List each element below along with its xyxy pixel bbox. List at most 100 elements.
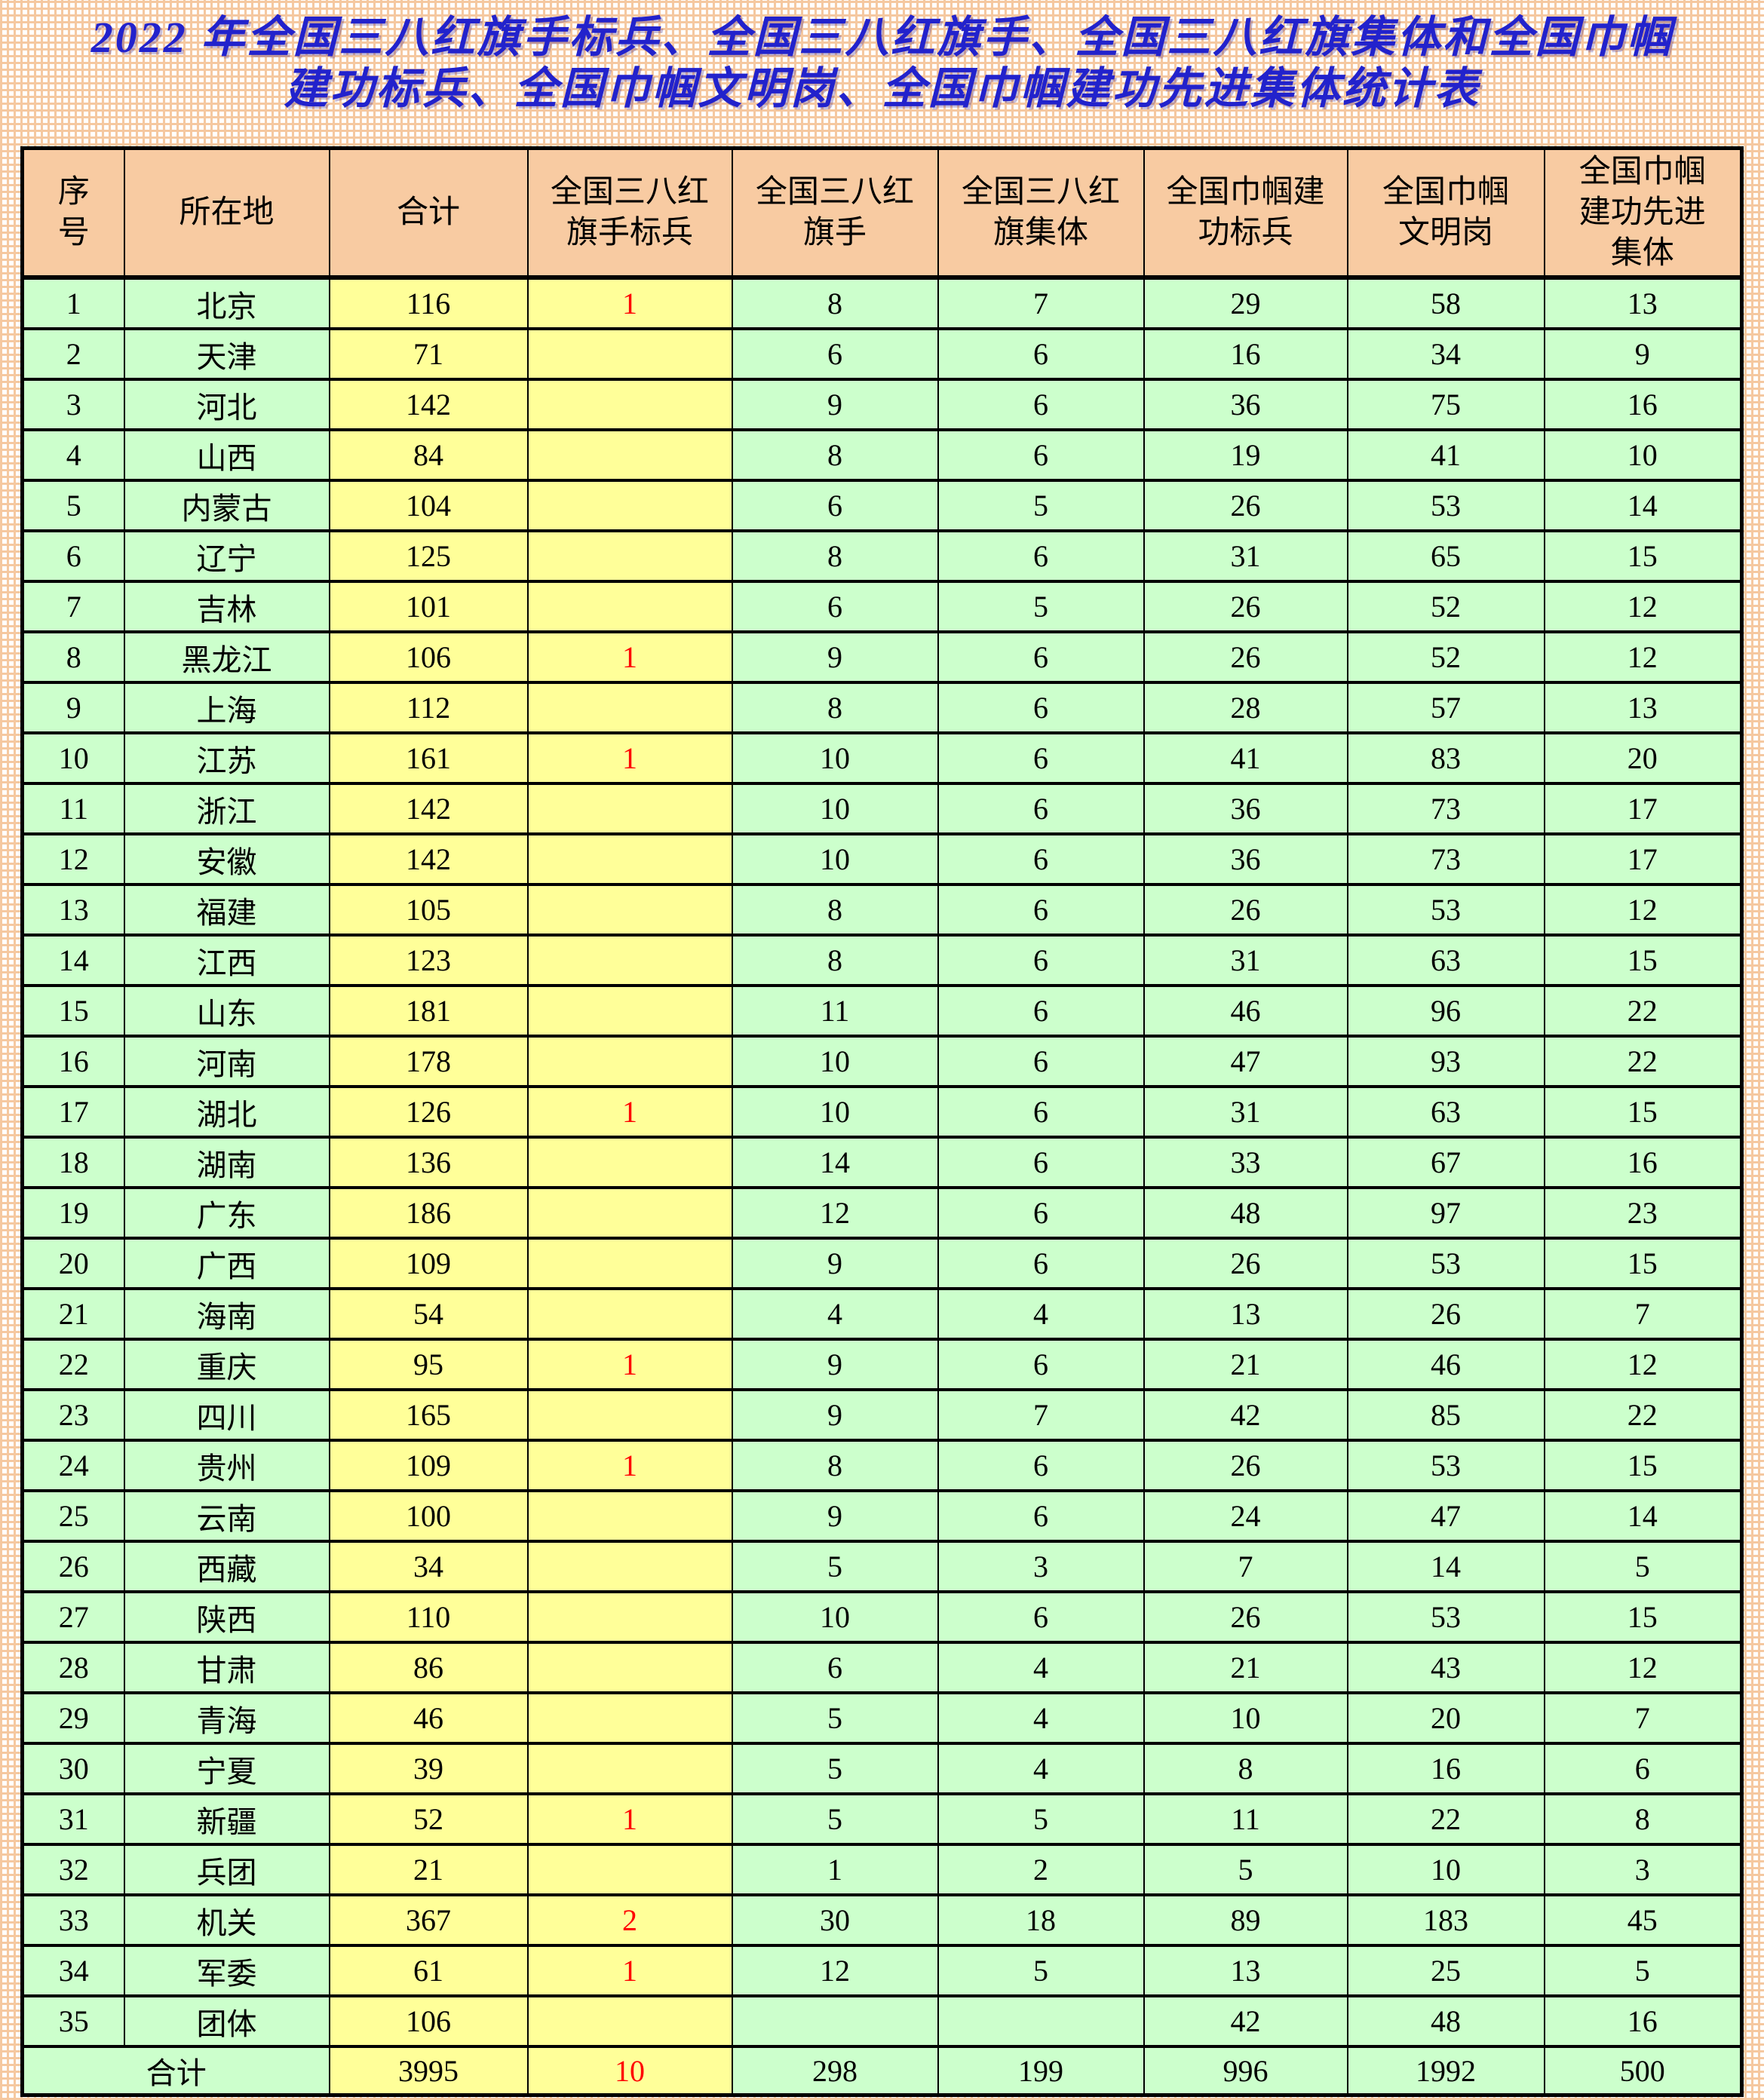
cell-red-flag-bearer: 12 — [731, 1186, 939, 1240]
cell-location: 江苏 — [123, 731, 330, 785]
cell-total: 71 — [328, 327, 529, 381]
cell-index: 2 — [21, 327, 125, 381]
cell-civilized-post: 73 — [1346, 782, 1545, 835]
cell-index: 10 — [21, 731, 125, 785]
cell-location: 甘肃 — [123, 1641, 330, 1694]
cell-location: 河南 — [123, 1035, 330, 1088]
cell-advanced-collective: 8 — [1543, 1792, 1743, 1846]
cell-advanced-collective: 15 — [1543, 1439, 1743, 1492]
cell-civilized-post: 83 — [1346, 731, 1545, 785]
cell-jinguo-model: 26 — [1143, 630, 1348, 684]
cell-advanced-collective: 3 — [1543, 1843, 1743, 1896]
cell-red-flag-collective: 6 — [937, 327, 1145, 381]
cell-jinguo-model: 42 — [1143, 1994, 1348, 2048]
cell-jinguo-model: 36 — [1143, 832, 1348, 886]
cell-jinguo-model: 29 — [1143, 276, 1348, 330]
cell-advanced-collective: 16 — [1543, 378, 1743, 431]
cell-advanced-collective: 16 — [1543, 1136, 1743, 1189]
cell-jinguo-model: 26 — [1143, 479, 1348, 532]
cell-red-flag-bearer: 6 — [731, 479, 939, 532]
cell-location: 西藏 — [123, 1540, 330, 1593]
cell-grand-jinguo-model: 996 — [1143, 2045, 1348, 2097]
cell-red-flag-collective: 6 — [937, 1489, 1145, 1543]
cell-civilized-post: 26 — [1346, 1287, 1545, 1341]
cell-index: 33 — [21, 1893, 125, 1947]
cell-jinguo-model: 13 — [1143, 1944, 1348, 1997]
col-header-red-flag-collective: 全国三八红旗集体 — [937, 146, 1145, 279]
cell-grand-civilized-post: 1992 — [1346, 2045, 1545, 2097]
cell-red-flag-bearer — [731, 1994, 939, 2048]
cell-location: 安徽 — [123, 832, 330, 886]
cell-index: 25 — [21, 1489, 125, 1543]
cell-location: 机关 — [123, 1893, 330, 1947]
cell-red-flag-model — [526, 1691, 733, 1745]
cell-location: 湖南 — [123, 1136, 330, 1189]
cell-red-flag-bearer: 9 — [731, 1388, 939, 1442]
cell-advanced-collective: 15 — [1543, 1085, 1743, 1139]
cell-red-flag-collective: 6 — [937, 984, 1145, 1038]
cell-index: 16 — [21, 1035, 125, 1088]
cell-index: 17 — [21, 1085, 125, 1139]
cell-jinguo-model: 41 — [1143, 731, 1348, 785]
page-title: 2022 年全国三八红旗手标兵、全国三八红旗手、全国三八红旗集体和全国巾帼 建功… — [0, 0, 1764, 115]
cell-location: 广东 — [123, 1186, 330, 1240]
cell-jinguo-model: 19 — [1143, 428, 1348, 482]
table-row: 3 河北 142 9 6 36 75 16 — [21, 378, 1743, 431]
cell-civilized-post: 16 — [1346, 1742, 1545, 1795]
table-row: 14 江西 123 8 6 31 63 15 — [21, 934, 1743, 987]
cell-advanced-collective: 10 — [1543, 428, 1743, 482]
cell-total: 123 — [328, 934, 529, 987]
cell-advanced-collective: 12 — [1543, 1338, 1743, 1391]
header-row: 序号 所在地 合计 全国三八红旗手标兵 全国三八红旗手 全国三八红旗集体 全国巾… — [21, 146, 1743, 279]
cell-grand-red-flag-bearer: 298 — [731, 2045, 939, 2097]
cell-total: 84 — [328, 428, 529, 482]
cell-red-flag-bearer: 9 — [731, 1338, 939, 1391]
cell-advanced-collective: 15 — [1543, 1590, 1743, 1644]
cell-red-flag-collective: 6 — [937, 883, 1145, 937]
cell-red-flag-bearer: 5 — [731, 1691, 939, 1745]
cell-total: 116 — [328, 276, 529, 330]
cell-civilized-post: 53 — [1346, 883, 1545, 937]
table-row: 11 浙江 142 10 6 36 73 17 — [21, 782, 1743, 835]
cell-total: 106 — [328, 630, 529, 684]
cell-jinguo-model: 13 — [1143, 1287, 1348, 1341]
cell-civilized-post: 183 — [1346, 1893, 1545, 1947]
cell-index: 20 — [21, 1237, 125, 1290]
table-row: 30 宁夏 39 5 4 8 16 6 — [21, 1742, 1743, 1795]
cell-red-flag-collective: 6 — [937, 934, 1145, 987]
cell-advanced-collective: 22 — [1543, 1035, 1743, 1088]
cell-location: 重庆 — [123, 1338, 330, 1391]
cell-advanced-collective: 15 — [1543, 934, 1743, 987]
cell-red-flag-model: 1 — [526, 1944, 733, 1997]
table-row: 34 军委 61 1 12 5 13 25 5 — [21, 1944, 1743, 1997]
cell-red-flag-model: 2 — [526, 1893, 733, 1947]
cell-index: 28 — [21, 1641, 125, 1694]
cell-jinguo-model: 31 — [1143, 1085, 1348, 1139]
cell-red-flag-collective: 4 — [937, 1742, 1145, 1795]
cell-location: 军委 — [123, 1944, 330, 1997]
cell-jinguo-model: 26 — [1143, 1237, 1348, 1290]
cell-index: 34 — [21, 1944, 125, 1997]
cell-total: 142 — [328, 832, 529, 886]
cell-total: 109 — [328, 1439, 529, 1492]
cell-red-flag-collective: 6 — [937, 832, 1145, 886]
cell-red-flag-model: 1 — [526, 1338, 733, 1391]
cell-red-flag-collective: 4 — [937, 1691, 1145, 1745]
cell-grand-advanced-collective: 500 — [1543, 2045, 1743, 2097]
table-row: 28 甘肃 86 6 4 21 43 12 — [21, 1641, 1743, 1694]
cell-total: 61 — [328, 1944, 529, 1997]
table-row: 27 陕西 110 10 6 26 53 15 — [21, 1590, 1743, 1644]
cell-advanced-collective: 7 — [1543, 1287, 1743, 1341]
cell-red-flag-bearer: 9 — [731, 378, 939, 431]
cell-location: 团体 — [123, 1994, 330, 2048]
table-body: 1 北京 116 1 8 7 29 58 13 2 天津 71 6 6 16 3… — [21, 276, 1743, 2097]
cell-advanced-collective: 13 — [1543, 276, 1743, 330]
cell-location: 浙江 — [123, 782, 330, 835]
total-row: 合计 3995 10 298 199 996 1992 500 — [21, 2045, 1743, 2097]
cell-red-flag-bearer: 10 — [731, 1590, 939, 1644]
cell-red-flag-collective: 6 — [937, 1237, 1145, 1290]
cell-red-flag-bearer: 6 — [731, 1641, 939, 1694]
cell-red-flag-model: 1 — [526, 731, 733, 785]
cell-red-flag-model — [526, 580, 733, 633]
cell-index: 14 — [21, 934, 125, 987]
